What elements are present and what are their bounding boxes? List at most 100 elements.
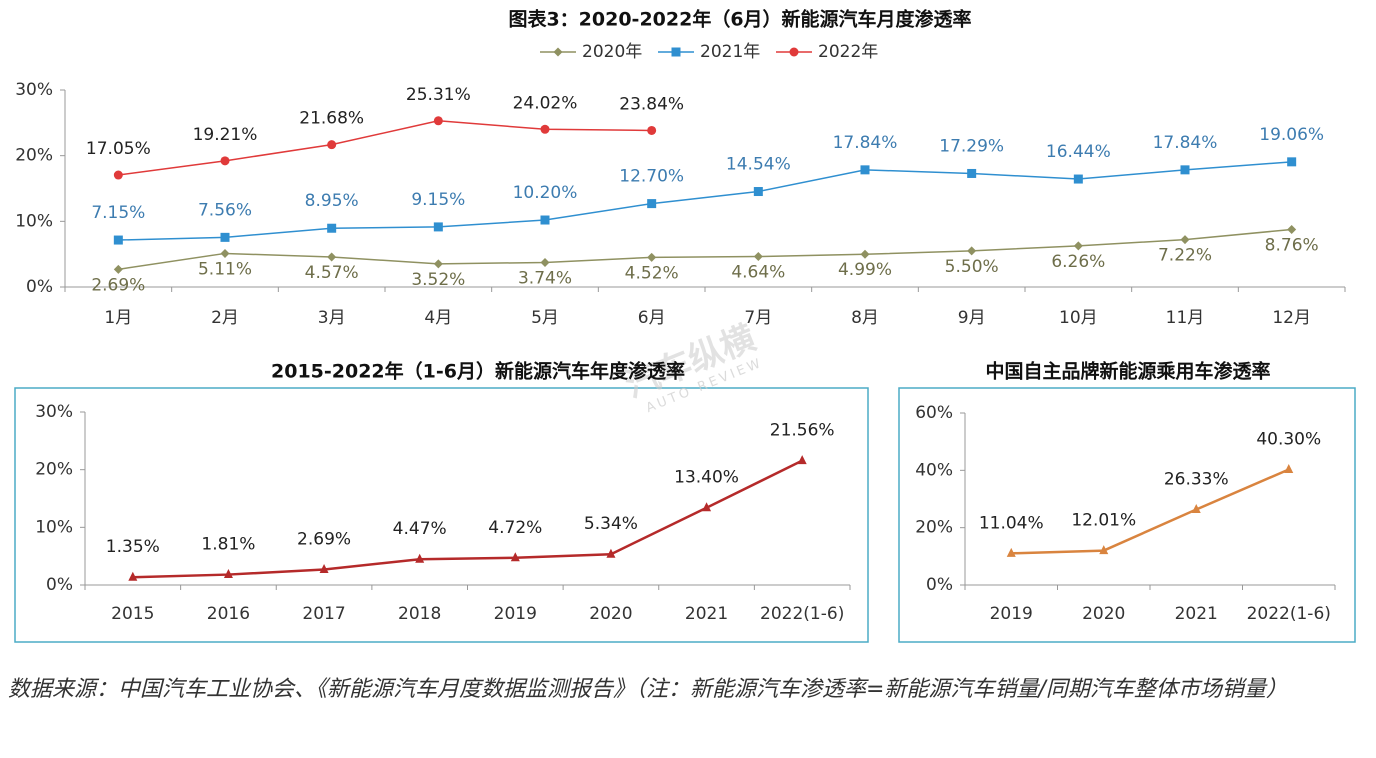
data-label: 12.70% — [619, 167, 684, 187]
data-label: 21.68% — [299, 109, 364, 129]
marker — [860, 165, 870, 175]
data-line — [132, 459, 803, 579]
data-label: 19.21% — [193, 125, 258, 145]
legend-label: 2022年 — [818, 42, 878, 62]
chart-title: 中国自主品牌新能源乘用车渗透率 — [985, 360, 1270, 383]
x-tick-label: 2022(1-6) — [1247, 604, 1331, 624]
data-label: 4.47% — [393, 519, 447, 539]
y-tick-label: 20% — [35, 460, 73, 480]
data-label: 3.74% — [518, 268, 572, 288]
x-tick-label: 2017 — [302, 604, 345, 624]
marker — [647, 125, 657, 135]
marker — [1099, 545, 1109, 555]
data-label: 21.56% — [770, 421, 835, 441]
data-label: 7.15% — [91, 203, 145, 223]
y-tick-label: 60% — [915, 403, 953, 423]
data-line — [118, 228, 1292, 271]
data-label: 4.52% — [625, 263, 679, 283]
x-tick-label: 2020 — [589, 604, 632, 624]
x-tick-label: 2022(1-6) — [760, 604, 844, 624]
marker — [1287, 224, 1297, 234]
y-tick-label: 40% — [915, 460, 953, 480]
data-label: 6.26% — [1051, 252, 1105, 272]
data-label: 14.54% — [726, 155, 791, 175]
marker — [606, 548, 616, 558]
chart-title: 图表3：2020-2022年（6月）新能源汽车月度渗透率 — [508, 8, 971, 31]
data-line — [1011, 468, 1290, 555]
chart-frame — [14, 387, 869, 643]
y-tick-label: 20% — [15, 146, 53, 166]
source-note: 数据来源：中国汽车工业协会、《新能源汽车月度数据监测报告》（注：新能源汽车渗透率… — [8, 677, 1288, 702]
data-line — [118, 120, 652, 176]
marker — [1284, 463, 1294, 473]
data-label: 24.02% — [513, 93, 578, 113]
data-label: 26.33% — [1164, 470, 1229, 490]
marker — [327, 223, 337, 233]
x-tick-label: 9月 — [958, 308, 986, 328]
marker — [1287, 157, 1297, 167]
data-line — [118, 161, 1292, 241]
x-tick-label: 6月 — [638, 308, 666, 328]
data-label: 13.40% — [674, 468, 739, 488]
y-tick-label: 0% — [926, 575, 953, 595]
x-tick-label: 2019 — [990, 604, 1033, 624]
marker — [113, 264, 123, 274]
marker — [753, 187, 763, 197]
marker — [433, 222, 443, 232]
data-label: 8.76% — [1265, 235, 1319, 255]
data-label: 4.64% — [731, 263, 785, 283]
data-label: 12.01% — [1071, 511, 1136, 531]
y-tick-label: 10% — [35, 517, 73, 537]
y-tick-label: 0% — [46, 575, 73, 595]
x-tick-label: 2021 — [1175, 604, 1218, 624]
data-label: 11.04% — [979, 513, 1044, 533]
legend-label: 2021年 — [700, 42, 760, 62]
data-label: 4.57% — [305, 263, 359, 283]
marker — [702, 502, 712, 512]
marker — [1006, 547, 1016, 557]
data-label: 17.84% — [833, 133, 898, 153]
y-tick-label: 10% — [15, 211, 53, 231]
data-label: 17.84% — [1153, 133, 1218, 153]
data-label: 5.50% — [945, 257, 999, 277]
chart-frame — [898, 387, 1356, 643]
chart-title: 2015-2022年（1-6月）新能源汽车年度渗透率 — [271, 360, 685, 383]
marker — [1180, 235, 1190, 245]
data-label: 7.22% — [1158, 246, 1212, 266]
marker — [1073, 241, 1083, 251]
marker — [319, 563, 329, 573]
marker — [433, 259, 443, 269]
marker — [789, 47, 799, 57]
marker — [647, 199, 657, 209]
x-tick-label: 3月 — [318, 308, 346, 328]
marker — [223, 569, 233, 579]
x-tick-label: 2016 — [207, 604, 250, 624]
marker — [1191, 504, 1201, 514]
marker — [220, 232, 230, 242]
x-tick-label: 2019 — [494, 604, 537, 624]
data-label: 23.84% — [619, 94, 684, 114]
marker — [433, 116, 443, 126]
marker — [540, 257, 550, 267]
y-tick-label: 30% — [35, 402, 73, 422]
data-label: 4.72% — [488, 518, 542, 538]
y-tick-label: 0% — [26, 277, 53, 297]
marker — [1180, 165, 1190, 175]
data-label: 9.15% — [411, 190, 465, 210]
data-label: 10.20% — [513, 183, 578, 203]
x-tick-label: 1月 — [104, 308, 132, 328]
x-tick-label: 2018 — [398, 604, 441, 624]
data-label: 4.99% — [838, 260, 892, 280]
data-label: 2.69% — [91, 275, 145, 295]
y-tick-label: 20% — [915, 518, 953, 538]
marker — [671, 47, 681, 57]
x-tick-label: 12月 — [1272, 308, 1311, 328]
marker — [540, 124, 550, 134]
x-tick-label: 10月 — [1059, 308, 1098, 328]
x-tick-label: 7月 — [744, 308, 772, 328]
data-label: 5.11% — [198, 259, 252, 279]
marker — [113, 235, 123, 245]
marker — [647, 252, 657, 262]
marker — [540, 215, 550, 225]
